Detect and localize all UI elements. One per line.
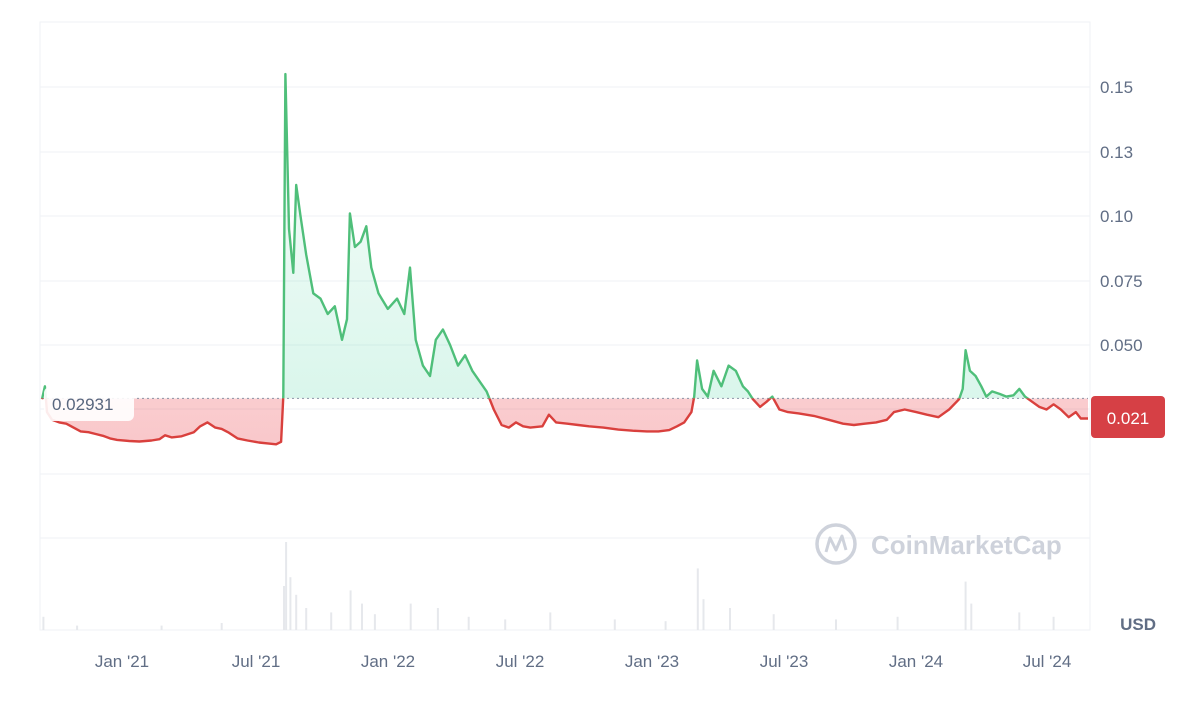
volume-bar [702,599,705,630]
volume-bar [160,625,163,630]
area-fill [42,74,1088,445]
watermark-text: CoinMarketCap [871,530,1062,560]
volume-bar [295,594,298,630]
x-axis: Jan '21 Jul '21 Jan '22 Jul '22 Jan '23 Jul '… [95,652,1071,671]
volume-bar [467,616,470,630]
price-line-below [40,398,1088,446]
volume-bar [373,614,376,630]
coinmarketcap-logo-icon [815,523,857,565]
volume-bar [664,621,667,630]
volume-bar [289,577,292,630]
y-tick-label: 0.15 [1100,78,1133,97]
volume-bar [349,590,352,630]
watermark: CoinMarketCap [815,523,1062,565]
x-tick-label: Jul '24 [1023,652,1072,671]
volume-bar [1052,616,1055,630]
x-tick-label: Jul '22 [496,652,545,671]
volume-bar [1018,612,1021,630]
y-tick-label: 0.10 [1100,207,1133,226]
x-tick-label: Jan '24 [889,652,943,671]
volume-bar [896,616,899,630]
volume-bar [436,608,439,630]
area-fill-below [42,398,1088,445]
volume-bar [283,586,285,630]
x-tick-label: Jan '21 [95,652,149,671]
y-axis: 0.15 0.13 0.10 0.075 0.050 [1100,78,1143,355]
volume-bar [76,625,79,630]
reference-value-label: 0.02931 [52,395,113,414]
last-price-label: 0.021 [1107,409,1150,428]
volume-bar [835,619,837,630]
y-tick-label: 0.050 [1100,336,1143,355]
volume-bar [330,612,333,630]
volume-bar [504,619,507,630]
x-tick-label: Jul '21 [232,652,281,671]
volume-bar [696,568,699,630]
volume-bar [964,581,967,630]
volume-bar [361,603,363,630]
volume-bar [549,612,552,630]
x-tick-label: Jul '23 [760,652,809,671]
volume-bar [285,542,288,630]
volume-bars [42,542,1055,630]
volume-bar [220,623,223,630]
volume-bar [970,603,973,630]
plot-frame [39,21,1091,631]
price-line [40,72,1088,446]
price-line-above [40,72,1030,399]
volume-bar [305,608,308,630]
volume-bar [729,608,731,630]
x-tick-label: Jan '23 [625,652,679,671]
volume-bar [772,614,775,630]
volume-bar [42,616,45,630]
y-tick-label: 0.075 [1100,272,1143,291]
last-price-badge: 0.021 [1091,396,1165,438]
x-tick-label: Jan '22 [361,652,415,671]
volume-bar [409,603,412,630]
area-fill-above [42,74,1028,399]
gridlines [40,86,1090,539]
reference-value-badge: 0.02931 [44,387,134,421]
currency-label: USD [1120,615,1156,634]
y-tick-label: 0.13 [1100,143,1133,162]
volume-bar [613,619,616,630]
